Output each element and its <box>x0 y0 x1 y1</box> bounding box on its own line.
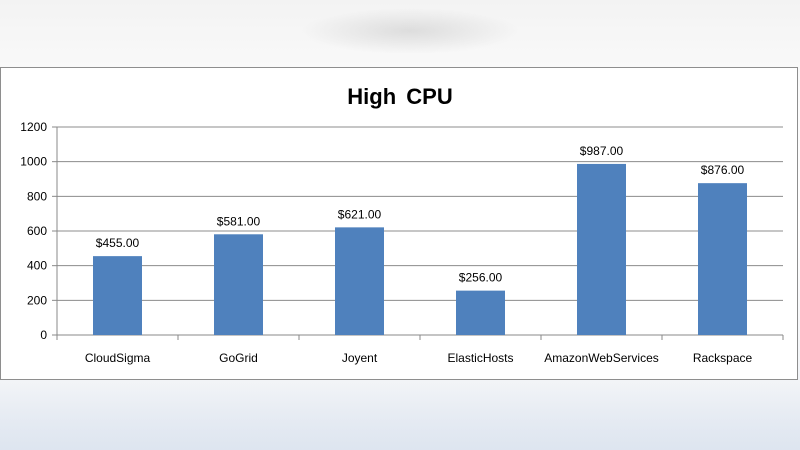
y-tick-label: 0 <box>40 328 47 342</box>
x-category-label: GoGrid <box>219 351 258 365</box>
bar <box>93 256 142 335</box>
background-blur-bottom <box>0 382 800 450</box>
x-category-label: CloudSigma <box>85 351 151 365</box>
data-label: $621.00 <box>338 207 382 221</box>
background-blur-top <box>300 8 520 54</box>
data-label: $455.00 <box>96 236 140 250</box>
data-label: $987.00 <box>580 144 624 158</box>
bar <box>577 163 626 335</box>
data-label: $256.00 <box>459 271 503 285</box>
y-tick-label: 800 <box>27 189 47 203</box>
x-category-label: AmazonWebServices <box>544 351 659 365</box>
y-tick-label: 1000 <box>20 155 47 169</box>
bar <box>456 290 505 335</box>
x-category-label: Rackspace <box>693 351 753 365</box>
bar <box>335 227 384 335</box>
x-category-label: ElasticHosts <box>447 351 513 365</box>
y-tick-label: 200 <box>27 293 47 307</box>
bar <box>214 234 263 335</box>
x-category-label: Joyent <box>342 351 378 365</box>
y-tick-label: 1200 <box>20 120 47 134</box>
chart-title: High CPU <box>347 84 453 109</box>
bar <box>698 183 747 335</box>
data-label: $581.00 <box>217 214 261 228</box>
data-label: $876.00 <box>701 163 745 177</box>
y-tick-label: 400 <box>27 259 47 273</box>
y-tick-label: 600 <box>27 224 47 238</box>
